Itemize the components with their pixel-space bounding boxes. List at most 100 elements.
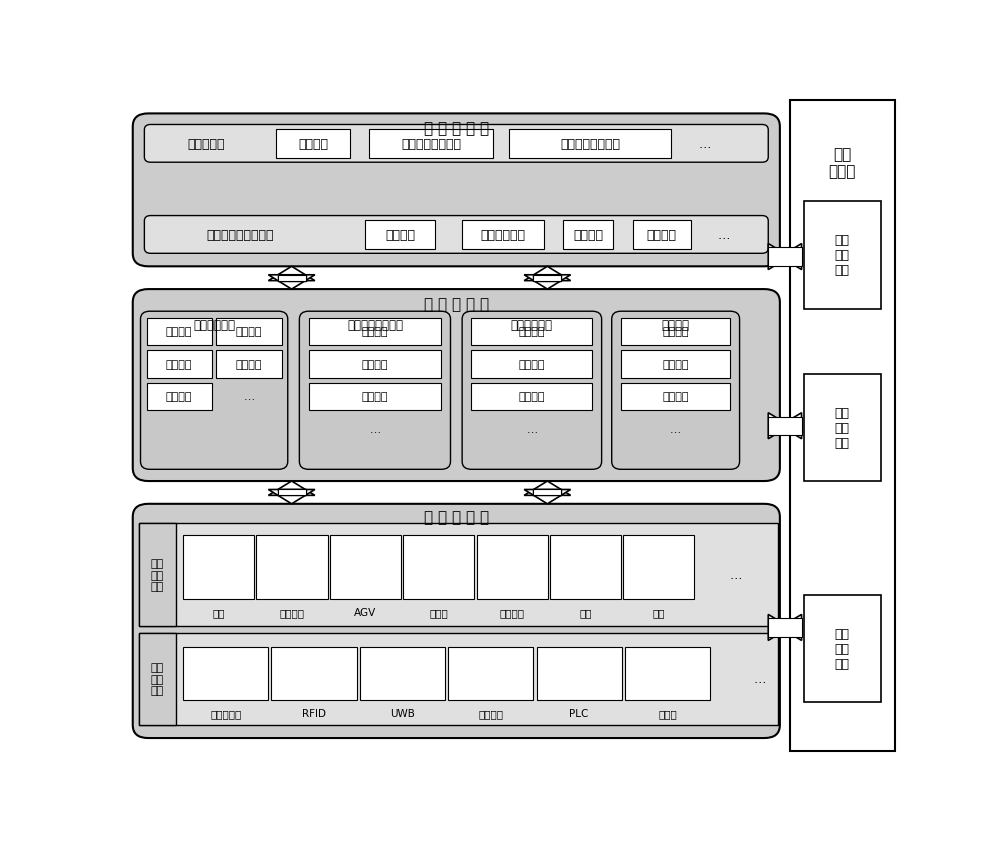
Bar: [477, 535, 548, 599]
Text: 孪 生 虚 拟 层: 孪 生 虚 拟 层: [424, 296, 489, 311]
Bar: [147, 318, 212, 346]
Bar: [309, 351, 441, 378]
Text: 工控机: 工控机: [658, 708, 677, 718]
Polygon shape: [268, 490, 315, 504]
Polygon shape: [524, 481, 571, 495]
Text: 环境模型: 环境模型: [236, 360, 262, 370]
Text: AGV: AGV: [354, 607, 377, 617]
Text: 信息实时显示: 信息实时显示: [511, 318, 553, 332]
Text: PLC: PLC: [569, 708, 589, 718]
Bar: [276, 130, 350, 159]
Text: 机械手: 机械手: [429, 607, 448, 617]
Bar: [183, 535, 254, 599]
Bar: [563, 221, 613, 250]
Bar: [271, 647, 357, 701]
Bar: [533, 275, 561, 281]
Bar: [534, 490, 561, 495]
Bar: [278, 275, 306, 281]
Text: 面向用户：: 面向用户：: [187, 138, 224, 151]
Text: …: …: [698, 138, 711, 151]
Text: 人员模型: 人员模型: [166, 327, 192, 337]
Polygon shape: [268, 275, 315, 289]
Bar: [768, 248, 802, 267]
Text: …: …: [717, 229, 730, 241]
FancyBboxPatch shape: [462, 311, 602, 470]
Bar: [768, 417, 802, 436]
Text: 模型同步: 模型同步: [362, 360, 388, 370]
Text: 物 理 车 间 层: 物 理 车 间 层: [424, 510, 489, 525]
Text: 模型展示: 模型展示: [362, 327, 388, 337]
Text: 预测评估: 预测评估: [662, 360, 689, 370]
Text: 生产数据实时访问: 生产数据实时访问: [560, 138, 620, 151]
Bar: [330, 535, 401, 599]
Bar: [278, 490, 306, 495]
Bar: [369, 130, 493, 159]
FancyBboxPatch shape: [133, 114, 780, 267]
Text: …: …: [670, 425, 681, 435]
Text: 指令控制: 指令控制: [647, 229, 677, 241]
FancyBboxPatch shape: [299, 311, 451, 470]
Text: 虚拟车间模型: 虚拟车间模型: [193, 318, 235, 332]
Polygon shape: [780, 614, 802, 641]
Text: 工业相机: 工业相机: [478, 708, 503, 718]
Bar: [403, 535, 474, 599]
Bar: [804, 595, 881, 702]
Bar: [139, 633, 778, 725]
Bar: [804, 202, 881, 309]
Bar: [625, 647, 710, 701]
Bar: [278, 275, 306, 281]
Bar: [147, 351, 212, 378]
Polygon shape: [524, 267, 571, 281]
Text: 信息
实时
交互: 信息 实时 交互: [835, 627, 850, 670]
Polygon shape: [524, 275, 571, 289]
FancyBboxPatch shape: [144, 216, 768, 254]
Bar: [550, 535, 621, 599]
Bar: [768, 619, 802, 636]
Text: 运行管理: 运行管理: [362, 392, 388, 402]
Bar: [471, 383, 592, 411]
Bar: [804, 374, 881, 481]
Text: 优化反馈: 优化反馈: [662, 392, 689, 402]
Bar: [621, 318, 730, 346]
Polygon shape: [768, 614, 790, 641]
Text: 数据分析: 数据分析: [385, 229, 415, 241]
Bar: [623, 535, 694, 599]
Text: …: …: [526, 425, 537, 435]
FancyBboxPatch shape: [133, 289, 780, 481]
Text: 人员: 人员: [212, 607, 225, 617]
Polygon shape: [768, 244, 790, 270]
Bar: [216, 318, 282, 346]
FancyBboxPatch shape: [144, 125, 768, 163]
Bar: [533, 490, 561, 495]
Text: 设备模型: 设备模型: [236, 327, 262, 337]
Text: 各类传感器: 各类传感器: [210, 708, 241, 718]
Bar: [462, 221, 544, 250]
Bar: [534, 275, 561, 281]
Text: 物料: 物料: [579, 607, 592, 617]
Text: RFID: RFID: [302, 708, 326, 718]
Text: 立体仓库: 立体仓库: [500, 607, 525, 617]
Text: 加工机床: 加工机床: [280, 607, 305, 617]
Bar: [537, 647, 622, 701]
Bar: [278, 275, 305, 281]
Text: 环境: 环境: [653, 607, 665, 617]
Text: 面向车间内部需求：: 面向车间内部需求：: [206, 229, 274, 241]
Polygon shape: [268, 481, 315, 495]
Polygon shape: [780, 244, 802, 270]
Text: UWB: UWB: [390, 708, 415, 718]
Bar: [216, 351, 282, 378]
Text: 跨域
功能层: 跨域 功能层: [829, 147, 856, 179]
Bar: [360, 647, 445, 701]
Text: 数据
管理
平台: 数据 管理 平台: [835, 406, 850, 449]
Text: 信息模型: 信息模型: [166, 392, 192, 402]
Polygon shape: [268, 267, 315, 281]
Text: 车间
网络
系统: 车间 网络 系统: [835, 234, 850, 277]
Text: 加工进度: 加工进度: [519, 392, 545, 402]
Bar: [309, 318, 441, 346]
Polygon shape: [524, 490, 571, 504]
Bar: [509, 130, 671, 159]
Text: 物料模型: 物料模型: [166, 360, 192, 370]
Bar: [139, 523, 778, 626]
Bar: [309, 383, 441, 411]
Text: …: …: [730, 569, 742, 582]
